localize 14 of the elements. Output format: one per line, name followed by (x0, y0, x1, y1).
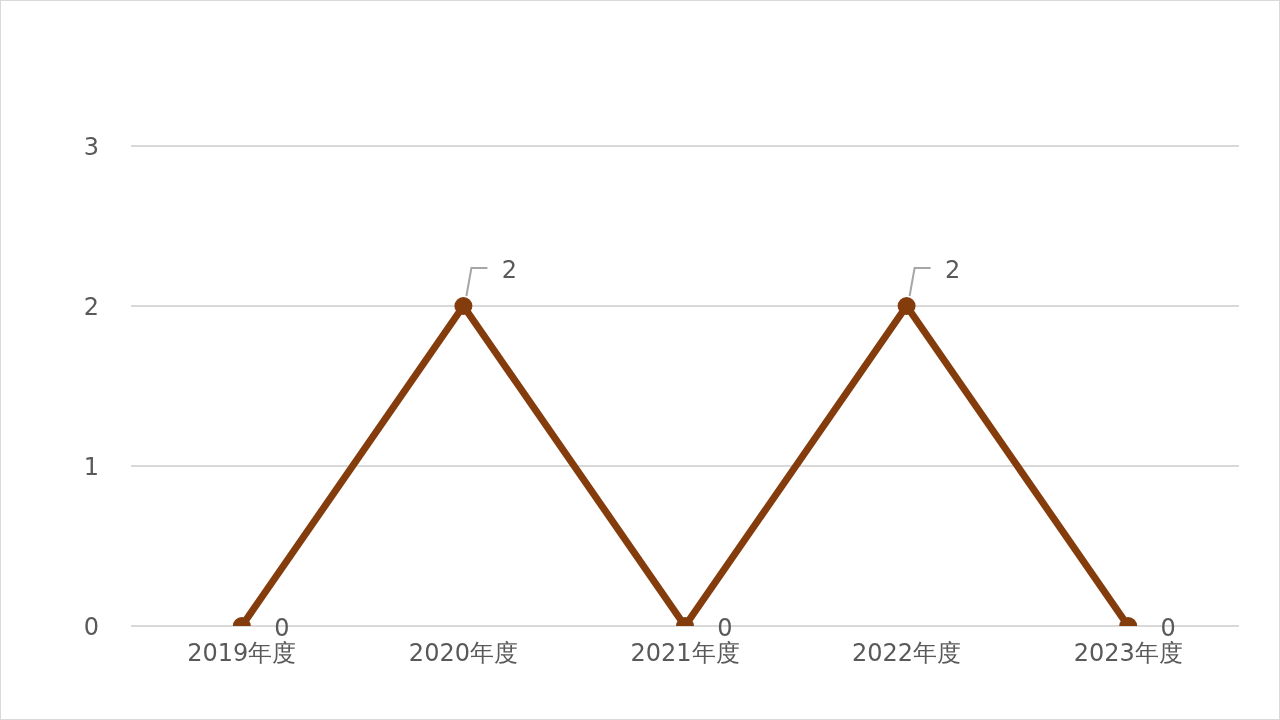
data-label: 0 (1160, 614, 1176, 642)
y-tick-label: 2 (83, 292, 99, 321)
data-label: 0 (274, 614, 290, 642)
x-tick-label: 2020年度 (408, 639, 518, 668)
y-tick-label: 3 (83, 132, 99, 161)
x-tick-label: 2019年度 (187, 639, 297, 668)
data-label: 2 (501, 256, 518, 284)
x-tick-label: 2022年度 (852, 639, 962, 668)
y-tick-label: 0 (83, 612, 99, 641)
x-tick-label: 2023年度 (1073, 639, 1183, 668)
x-tick-label: 2021年度 (630, 639, 740, 668)
y-tick-label: 1 (83, 452, 99, 481)
data-label: 0 (717, 614, 733, 642)
data-label: 2 (944, 256, 961, 284)
